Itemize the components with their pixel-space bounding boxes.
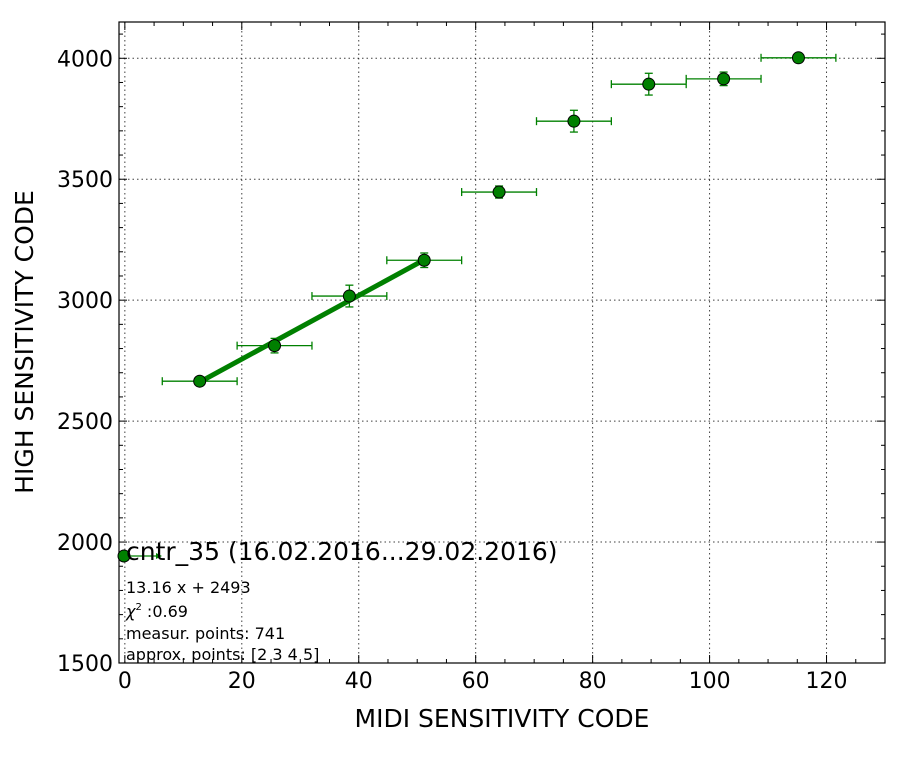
data-point-6	[642, 77, 656, 91]
measur-points-annotation: measur. points: 741	[126, 624, 285, 643]
minor-ticks	[119, 22, 886, 663]
y-tick-labels: 1500 2000 2500 3000 3500 4000	[57, 47, 113, 677]
chi2-annotation: χ2 :0.69	[125, 602, 188, 621]
legend-label: cntr_35 (16.02.2016...29.02.2016)	[126, 537, 558, 566]
fit-line-group	[198, 257, 426, 385]
data-point-2	[342, 289, 356, 303]
x-axis-label: MIDI SENSITIVITY CODE	[355, 704, 650, 733]
legend: cntr_35 (16.02.2016...29.02.2016) 13.16 …	[117, 537, 558, 664]
x-tick-label: 60	[462, 669, 490, 694]
fit-equation-annotation: 13.16 x + 2493	[126, 578, 251, 597]
x-tick-label: 80	[579, 669, 607, 694]
chi2-symbol: χ	[125, 602, 136, 621]
chi2-value: :0.69	[142, 602, 188, 621]
x-tick-label: 20	[228, 669, 256, 694]
y-tick-label: 1500	[57, 652, 113, 677]
x-tick-label: 40	[345, 669, 373, 694]
legend-marker	[117, 549, 131, 563]
data-point-0	[193, 374, 207, 388]
x-tick-labels: 0 20 40 60 80 100 120	[118, 669, 848, 694]
y-tick-label: 2500	[57, 410, 113, 435]
approx-points-annotation: approx. points: [2 3 4 5]	[126, 645, 319, 664]
y-axis-label: HIGH SENSITIVITY CODE	[10, 190, 39, 494]
data-point-8	[791, 51, 805, 65]
x-tick-label: 0	[118, 669, 132, 694]
x-tick-label: 100	[689, 669, 731, 694]
legend-arrow-icon	[156, 553, 162, 559]
x-tick-label: 120	[806, 669, 848, 694]
y-tick-label: 3500	[57, 168, 113, 193]
chi2-exponent: 2	[135, 602, 141, 613]
data-point-1	[268, 339, 282, 353]
y-tick-label: 3000	[57, 289, 113, 314]
data-markers	[193, 51, 805, 388]
data-point-4	[492, 185, 506, 199]
data-point-3	[417, 253, 431, 267]
y-tick-label: 4000	[57, 47, 113, 72]
y-tick-label: 2000	[57, 531, 113, 556]
data-point-5	[567, 114, 581, 128]
plot-frame	[118, 21, 886, 664]
data-point-7	[717, 72, 731, 86]
fit-line	[198, 257, 426, 385]
